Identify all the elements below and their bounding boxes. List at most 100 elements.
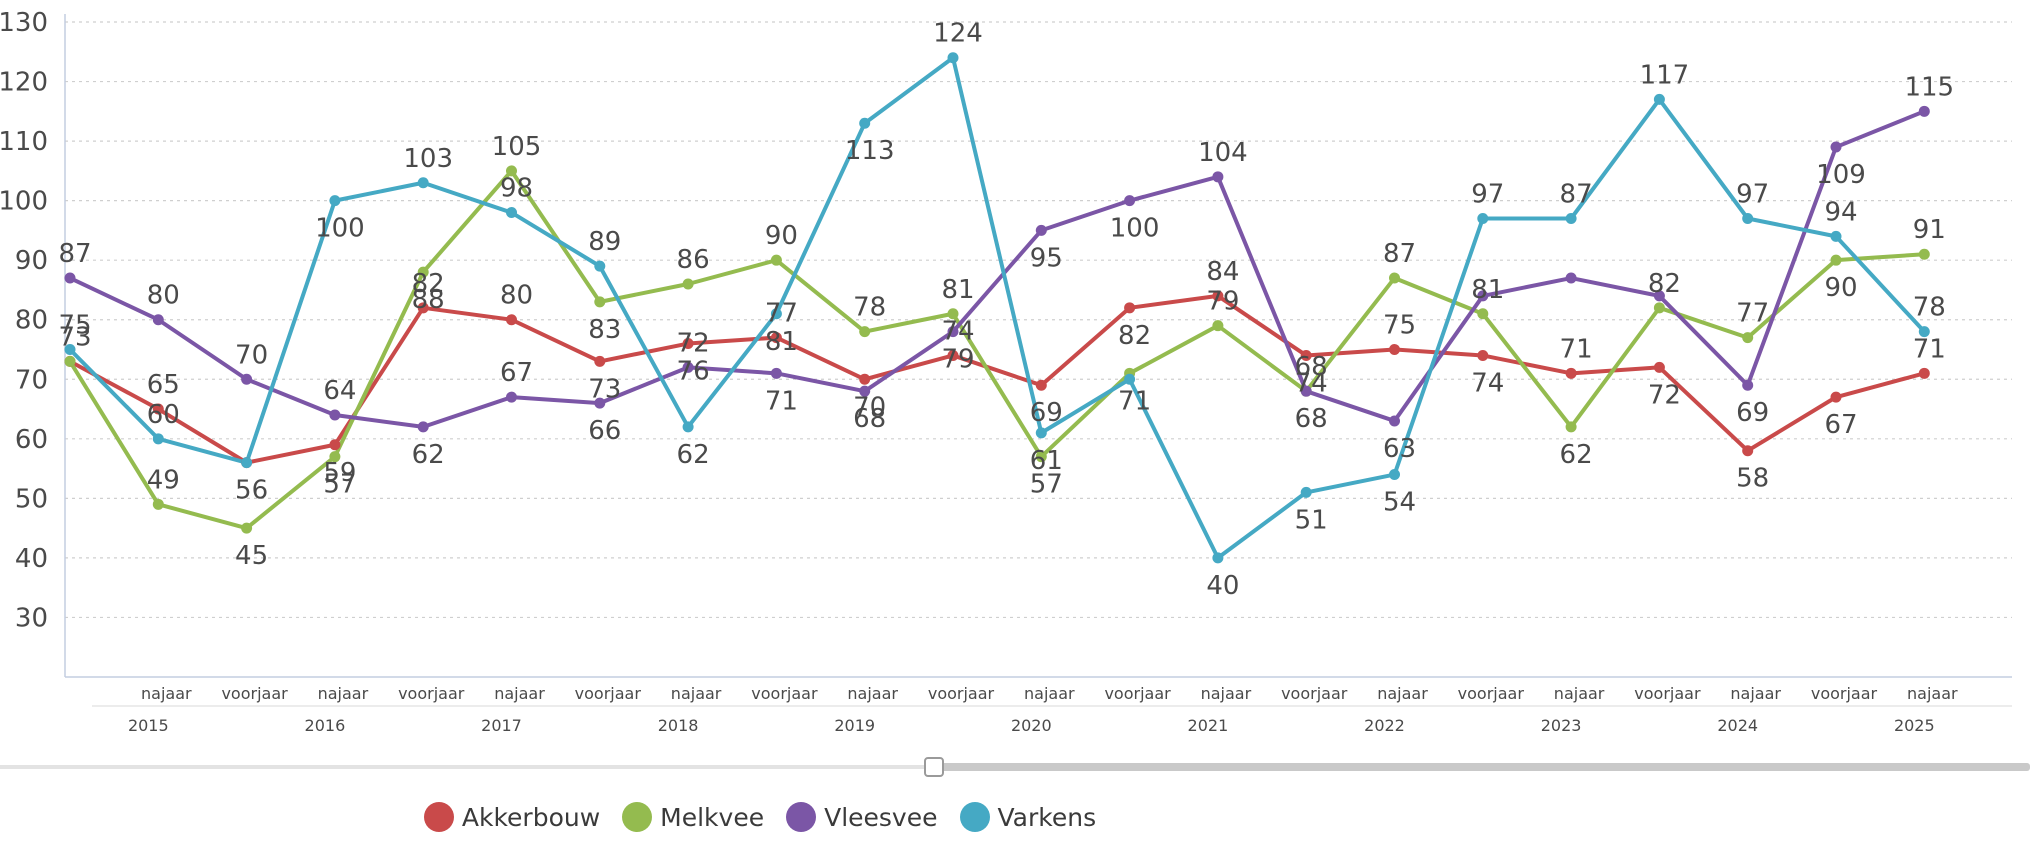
data-point [770,332,782,344]
scroll-handle[interactable] [924,757,944,777]
x-tick-label: najaar [1201,684,1252,703]
data-label: 56 [235,476,268,506]
legend-item-melkvee[interactable]: Melkvee [622,802,764,832]
x-tick-label: najaar [494,684,545,703]
data-label: 80 [500,281,533,311]
data-point [947,326,959,338]
data-labels: 8775738065604970564510064595710382886210… [58,19,1954,601]
data-point [1300,486,1312,498]
data-label: 81 [1471,275,1504,305]
data-point [947,52,959,64]
x-tick-label: voorjaar [751,684,818,703]
data-point [241,522,253,534]
series-points [64,52,1930,564]
x-tick-label: voorjaar [1104,684,1171,703]
legend-item-varkens[interactable]: Varkens [959,802,1097,832]
x-tick-label: najaar [1024,684,1075,703]
data-label: 77 [1736,299,1769,329]
data-point [1742,445,1754,457]
data-point [329,409,341,421]
data-label: 81 [765,327,798,357]
data-label: 82 [412,269,445,299]
data-label: 89 [588,227,621,257]
y-tick-label: 30 [15,603,48,633]
data-label: 74 [941,316,974,346]
data-point [506,314,517,326]
x-tick-label: voorjaar [1634,684,1701,703]
data-point [1653,93,1665,105]
data-point [1477,213,1489,224]
legend-label: Akkerbouw [461,802,601,832]
data-label: 100 [315,214,365,244]
y-tick-label: 130 [0,8,48,38]
data-label: 68 [853,404,886,434]
scroll-track-left[interactable] [0,765,928,769]
legend-item-vleesvee[interactable]: Vleesvee [786,802,938,832]
range-scrollbar[interactable] [0,757,2030,777]
y-tick-label: 110 [0,127,48,157]
legend-label: Varkens [997,802,1097,832]
data-label: 54 [1383,488,1416,518]
x-tick-label: voorjaar [1811,684,1878,703]
legend-item-akkerbouw[interactable]: Akkerbouw [423,802,601,832]
data-point [417,421,429,433]
data-point [1830,230,1842,242]
data-point [1742,213,1754,224]
data-point [947,349,959,361]
scroll-track-right[interactable] [936,763,2030,771]
data-label: 98 [500,174,533,204]
data-label: 67 [500,358,533,388]
y-tick-label: 90 [15,246,48,276]
data-label: 71 [765,386,798,416]
x-tick-label: najaar [671,684,722,703]
data-point [241,457,253,469]
x-year-label: 2020 [1011,716,1052,735]
data-point [1918,326,1930,338]
data-point [1212,290,1224,302]
data-point [1212,171,1224,183]
data-point [594,355,606,367]
series-line-varkens [68,55,1926,560]
x-tick-label: voorjaar [1458,684,1525,703]
data-label: 68 [1295,352,1328,382]
x-year-label: 2016 [305,716,346,735]
data-label: 57 [323,470,356,500]
data-point [1389,469,1400,481]
data-point [152,498,164,510]
data-label: 70 [853,392,886,422]
data-label: 80 [147,281,180,311]
x-year-label: 2017 [481,716,522,735]
data-point [1477,349,1489,361]
data-point [1742,332,1754,344]
x-tick-label: najaar [141,684,192,703]
data-label: 78 [1913,293,1946,323]
data-label: 76 [677,357,710,387]
data-label: 115 [1904,72,1954,102]
data-point [64,344,76,355]
data-point [64,355,76,367]
data-point [1918,105,1930,117]
data-point [329,195,341,207]
x-tick-label: najaar [1907,684,1958,703]
data-label: 74 [1295,368,1328,398]
x-tick-label: voorjaar [575,684,642,703]
series-line-vleesvee [69,109,1926,429]
data-label: 75 [58,311,91,341]
legend-marker-icon [423,802,454,832]
data-point [417,177,429,189]
data-point [859,385,871,397]
data-label: 58 [1736,464,1769,494]
data-label: 104 [1198,138,1248,168]
data-point [329,439,341,451]
data-point [1565,367,1577,379]
data-point [1124,302,1136,314]
data-point [1918,367,1930,379]
data-point [506,391,517,403]
y-tick-label: 50 [15,484,48,514]
data-point [770,367,782,379]
data-label: 83 [588,315,621,345]
data-label: 90 [1824,273,1857,303]
data-label: 78 [853,293,886,323]
data-point [64,272,76,284]
y-axis: 30 40 50 60 70 80 90 100 110 120 130 [0,8,66,677]
